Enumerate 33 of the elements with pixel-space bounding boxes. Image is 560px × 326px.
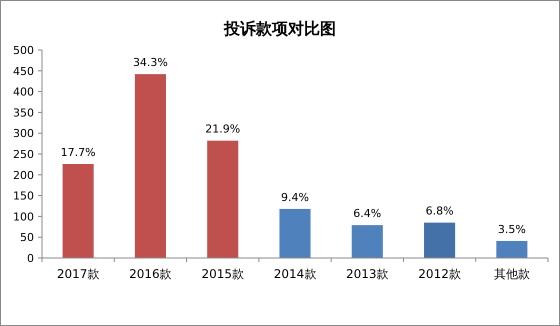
y-tick-label: 150	[13, 190, 34, 203]
annotation: 6.8%	[426, 204, 454, 218]
y-tick-label: 100	[13, 210, 34, 224]
x-tick-label: 2012款	[418, 267, 461, 281]
bar	[352, 225, 383, 258]
bar	[207, 140, 238, 258]
chart-title: 投诉款项对比图	[223, 19, 336, 38]
y-tick-label: 500	[13, 44, 34, 57]
x-tick-label: 2015款	[201, 267, 244, 281]
bar	[424, 222, 456, 258]
annotation: 21.9%	[205, 122, 240, 136]
x-tick-label: 2017款	[56, 267, 100, 281]
bar	[134, 74, 166, 258]
annotation: 34.3%	[132, 56, 168, 70]
x-tick-label: 2014款	[274, 267, 316, 281]
x-tick-label: 2016款	[129, 267, 172, 281]
bar	[279, 208, 311, 258]
x-tick-label: 2013款	[346, 267, 389, 281]
y-tick-label: 450	[13, 64, 34, 78]
y-tick-label: 0	[27, 252, 34, 265]
y-tick-label: 300	[13, 127, 34, 140]
bar	[62, 164, 94, 258]
annotation: 3.5%	[498, 222, 526, 236]
y-tick-label: 400	[13, 86, 34, 99]
annotation: 17.7%	[60, 146, 96, 159]
y-tick-label: 250	[13, 148, 34, 161]
x-tick-label: 其他款	[494, 267, 530, 281]
bar	[496, 240, 528, 258]
annotation: 9.4%	[281, 190, 309, 204]
y-tick-label: 50	[20, 231, 34, 244]
y-tick-label: 200	[13, 168, 34, 182]
y-tick-label: 350	[13, 106, 34, 120]
annotation: 6.4%	[353, 207, 382, 220]
